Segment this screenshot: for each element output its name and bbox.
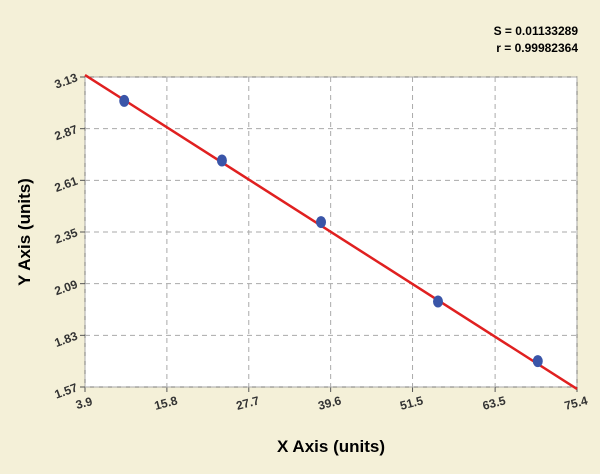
y-tick-label: 2.61 — [53, 174, 80, 195]
x-tick-label: 39.6 — [317, 393, 343, 413]
y-tick-label: 3.13 — [53, 70, 80, 91]
data-point — [119, 94, 130, 107]
y-tick-label: 2.09 — [53, 277, 80, 298]
x-tick-label: 3.9 — [74, 394, 94, 412]
y-tick-label: 1.83 — [53, 329, 80, 350]
x-axis-label: X Axis (units) — [277, 437, 385, 456]
data-point — [316, 216, 327, 229]
x-tick-label: 63.5 — [481, 393, 507, 413]
x-tick-label: 27.7 — [235, 393, 261, 413]
data-point — [216, 154, 227, 167]
x-tick-label: 51.5 — [398, 393, 424, 413]
data-point — [532, 355, 543, 368]
x-tick-label: 75.4 — [563, 393, 589, 413]
x-tick-label: 15.8 — [153, 393, 179, 413]
data-point — [433, 295, 444, 308]
y-tick-label: 2.35 — [53, 225, 80, 246]
y-axis-label: Y Axis (units) — [15, 178, 34, 286]
fit-line — [84, 73, 578, 391]
y-tick-label: 2.87 — [53, 122, 80, 143]
annotation: S = 0.01133289 — [494, 24, 579, 38]
annotation: r = 0.99982364 — [496, 41, 578, 55]
